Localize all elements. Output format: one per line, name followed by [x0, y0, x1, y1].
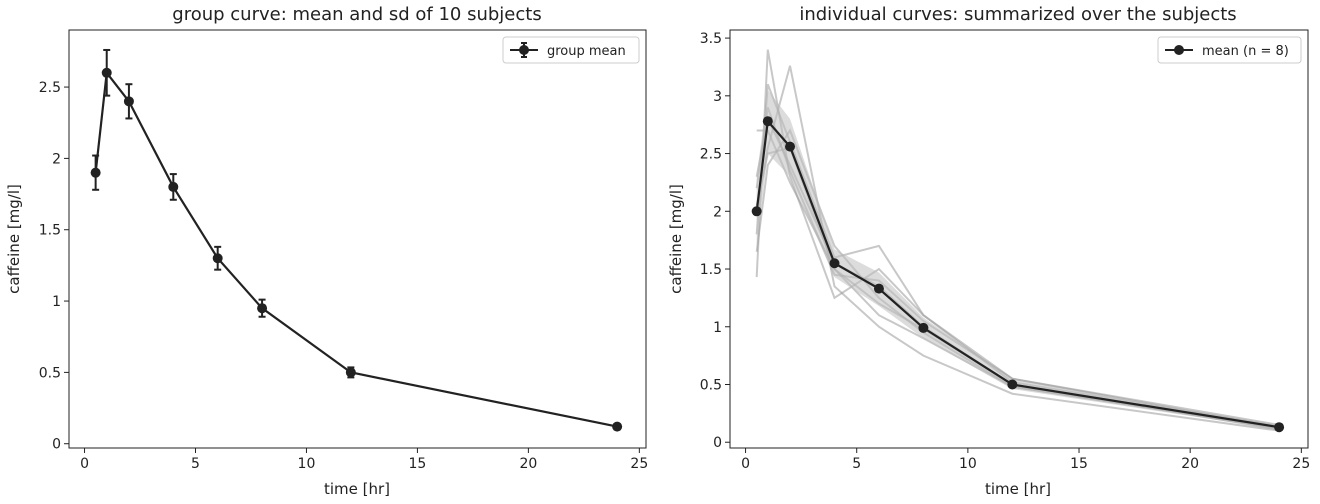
x-tick-label: 10: [959, 456, 977, 472]
x-tick-label: 20: [1181, 456, 1199, 472]
individual-curve: [755, 49, 1280, 426]
x-tick-label: 25: [1292, 456, 1310, 472]
data-point: [873, 283, 884, 294]
mean-line: [94, 69, 618, 428]
plot-area: [90, 48, 623, 432]
y-tick-label: 0.5: [700, 377, 722, 393]
x-tick-label: 0: [741, 456, 750, 472]
data-point: [1274, 422, 1285, 433]
y-axis-label: caffeine [mg/l]: [5, 184, 23, 294]
legend-box: [1157, 36, 1302, 64]
axes-frame: [68, 29, 647, 449]
y-tick-label: 3.5: [700, 31, 722, 47]
y-tick-label: 2.5: [700, 147, 722, 163]
group-curve-panel: group curve: mean and sd of 10 subjects …: [5, 4, 648, 498]
y-tick-label: 3: [713, 89, 722, 105]
x-tick-label: 5: [191, 456, 200, 472]
x-tick-label: 15: [1070, 456, 1088, 472]
x-axis-label: time [hr]: [324, 480, 390, 498]
y-tick-label: 1: [52, 294, 61, 310]
axes-frame: [729, 29, 1309, 449]
y-axis-label: caffeine [mg/l]: [667, 184, 685, 294]
legend-label: group mean: [547, 44, 626, 59]
data-point: [345, 367, 356, 378]
data-point: [918, 322, 929, 333]
x-tick-label: 20: [519, 456, 537, 472]
data-point: [612, 421, 623, 432]
legend-box: [502, 36, 640, 64]
individual-curve: [755, 65, 1280, 432]
chart-title: group curve: mean and sd of 10 subjects: [172, 4, 541, 25]
y-tick-label: 0: [713, 435, 722, 451]
y-tick-label: 2: [713, 204, 722, 220]
y-tick-label: 0: [52, 437, 61, 453]
individual-curves-panel: individual curves: summarized over the s…: [667, 4, 1310, 498]
data-point: [751, 206, 762, 217]
data-point: [168, 181, 179, 192]
x-tick-label: 25: [630, 456, 648, 472]
data-point: [762, 116, 773, 127]
y-tick-label: 0.5: [39, 365, 61, 381]
x-tick-label: 5: [852, 456, 861, 472]
data-point: [101, 67, 112, 78]
plot-area: [751, 49, 1285, 433]
data-point: [90, 167, 101, 178]
data-point: [1007, 379, 1018, 390]
x-tick-label: 0: [80, 456, 89, 472]
x-axis-label: time [hr]: [985, 480, 1051, 498]
y-tick-label: 1.5: [39, 223, 61, 239]
data-point: [257, 303, 268, 314]
legend-swatch-marker: [519, 45, 529, 55]
axis-ticks: 0 5 10 15 20 25 0 0.5 1 1.5 2 2.5: [39, 80, 649, 472]
y-tick-label: 1.5: [700, 262, 722, 278]
mean-line: [755, 118, 1280, 429]
data-point: [829, 258, 840, 269]
legend: mean (n = 8): [1157, 36, 1302, 64]
x-tick-label: 15: [409, 456, 427, 472]
legend-swatch-marker: [1174, 45, 1184, 55]
data-point: [785, 141, 796, 152]
legend: group mean: [502, 36, 640, 64]
legend-label: mean (n = 8): [1202, 44, 1289, 59]
y-tick-label: 1: [713, 320, 722, 336]
y-tick-label: 2: [52, 151, 61, 167]
data-point: [123, 96, 134, 107]
x-tick-label: 10: [298, 456, 316, 472]
data-point: [212, 253, 223, 264]
y-tick-label: 2.5: [39, 80, 61, 96]
chart-title: individual curves: summarized over the s…: [799, 4, 1236, 25]
axis-ticks: 0 5 10 15 20 25 0 0.5 1 1.5 2 2.5 3 3.5: [700, 31, 1311, 472]
